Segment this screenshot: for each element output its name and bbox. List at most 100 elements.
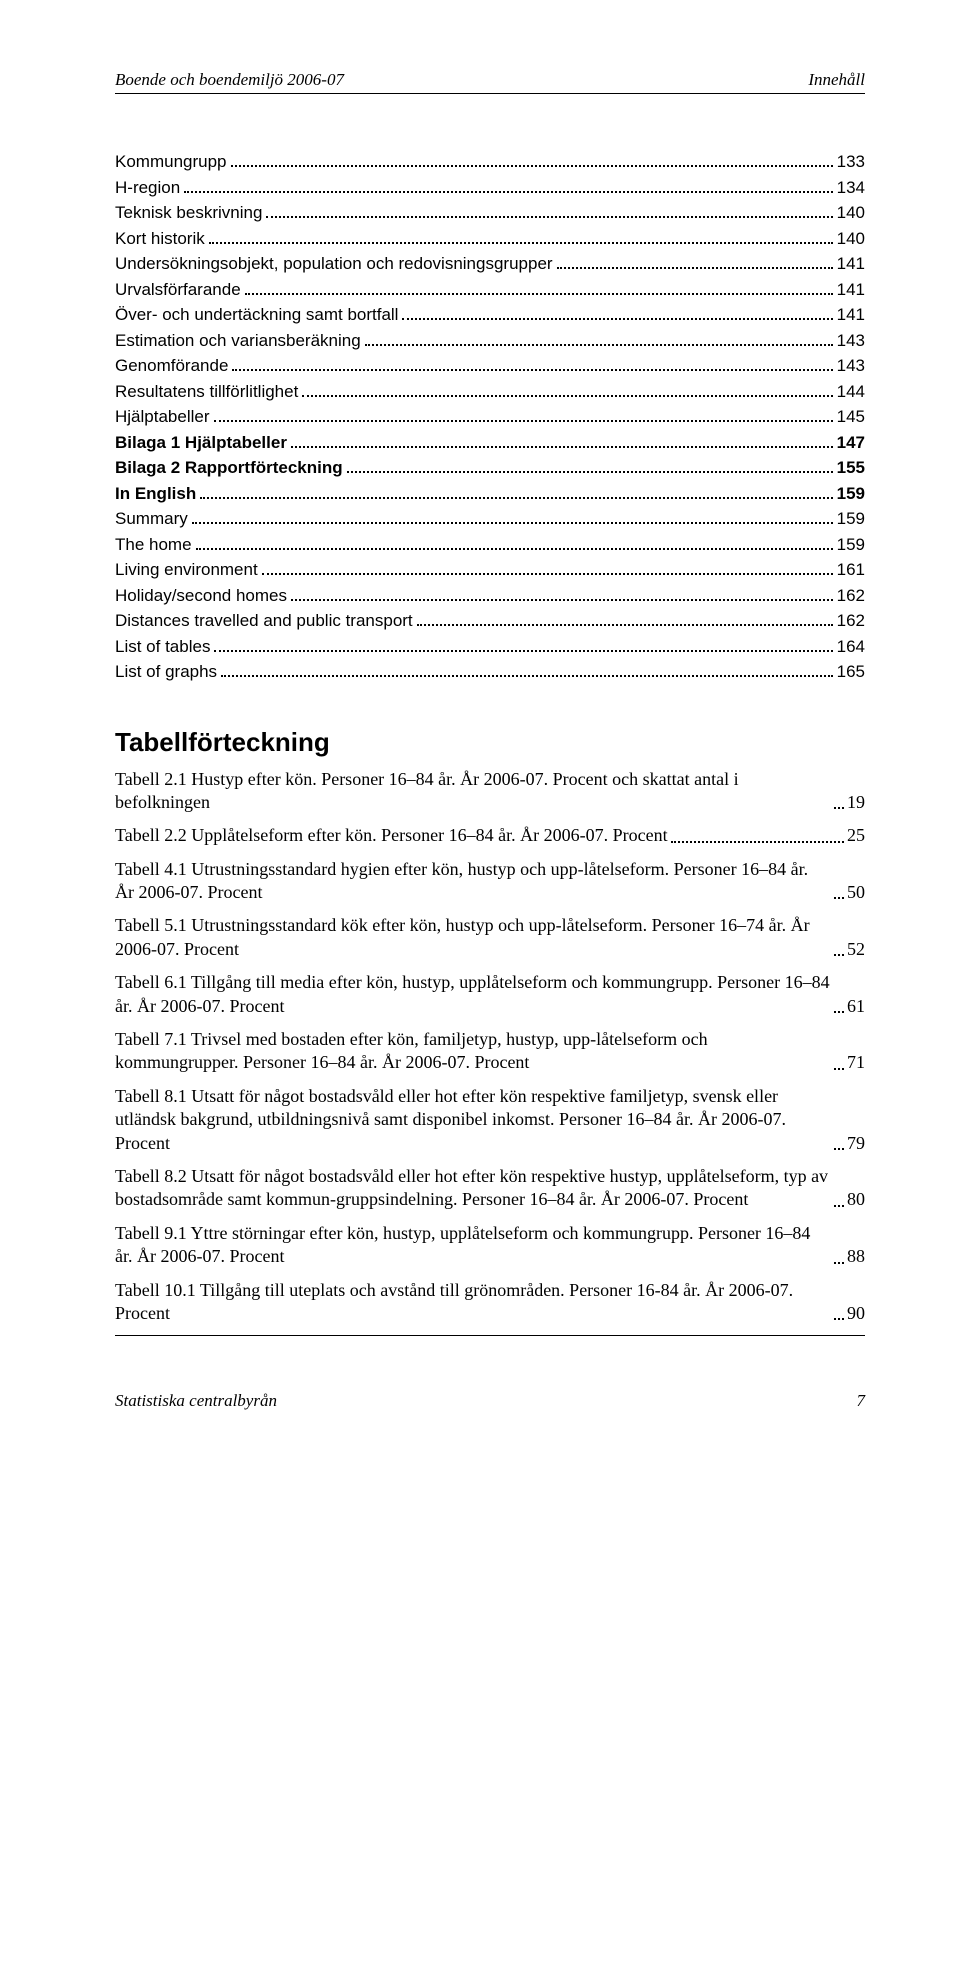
tabell-leader: [834, 1068, 844, 1070]
toc-line: Distances travelled and public transport…: [115, 608, 865, 634]
tabell-label: Tabell 9.1 Yttre störningar efter kön, h…: [115, 1222, 831, 1269]
toc-label: Living environment: [115, 557, 258, 583]
tabell-page: 88: [847, 1245, 865, 1268]
toc-label: List of graphs: [115, 659, 217, 685]
tabell-page: 25: [847, 824, 865, 847]
toc-page: 159: [837, 481, 865, 507]
header-left: Boende och boendemiljö 2006-07: [115, 70, 344, 90]
tabell-label: Tabell 2.2 Upplåtelseform efter kön. Per…: [115, 824, 668, 847]
tabell-line: Tabell 2.1 Hustyp efter kön. Personer 16…: [115, 768, 865, 815]
toc-leader: [232, 369, 832, 371]
toc-page: 140: [837, 200, 865, 226]
toc-leader: [266, 216, 832, 218]
toc-line: H-region134: [115, 175, 865, 201]
tabell-page: 50: [847, 881, 865, 904]
tabell-label: Tabell 8.2 Utsatt för något bostadsvåld …: [115, 1165, 831, 1212]
tabell-line: Tabell 5.1 Utrustningsstandard kök efter…: [115, 914, 865, 961]
page-footer: Statistiska centralbyrån 7: [115, 1391, 865, 1411]
tabell-leader: [834, 897, 844, 899]
tabell-line: Tabell 4.1 Utrustningsstandard hygien ef…: [115, 858, 865, 905]
tabell-label: Tabell 6.1 Tillgång till media efter kön…: [115, 971, 831, 1018]
tabell-line: Tabell 2.2 Upplåtelseform efter kön. Per…: [115, 824, 865, 847]
toc-leader: [262, 573, 833, 575]
toc-line: Genomförande 143: [115, 353, 865, 379]
toc-leader: [291, 599, 833, 601]
toc-line: Living environment161: [115, 557, 865, 583]
toc-line: List of graphs 165: [115, 659, 865, 685]
toc-page: 141: [837, 302, 865, 328]
toc-page: 159: [837, 532, 865, 558]
toc-leader: [221, 675, 833, 677]
tabell-leader: [834, 1011, 844, 1013]
footer-right: 7: [857, 1391, 866, 1411]
toc-label: Undersökningsobjekt, population och redo…: [115, 251, 553, 277]
tabell-line: Tabell 7.1 Trivsel med bostaden efter kö…: [115, 1028, 865, 1075]
toc-page: 143: [837, 353, 865, 379]
toc-page: 134: [837, 175, 865, 201]
toc-page: 164: [837, 634, 865, 660]
page-header: Boende och boendemiljö 2006-07 Innehåll: [115, 70, 865, 90]
tabell-page: 61: [847, 995, 865, 1018]
toc-page: 162: [837, 608, 865, 634]
tabell-label: Tabell 10.1 Tillgång till uteplats och a…: [115, 1279, 831, 1326]
toc-line: Hjälptabeller145: [115, 404, 865, 430]
toc-page: 145: [837, 404, 865, 430]
toc-label: Kommungrupp: [115, 149, 227, 175]
toc-leader: [209, 242, 833, 244]
toc-page: 165: [837, 659, 865, 685]
toc-label: In English: [115, 481, 196, 507]
toc-label: Genomförande: [115, 353, 228, 379]
toc-page: 162: [837, 583, 865, 609]
header-right: Innehåll: [808, 70, 865, 90]
toc-leader: [214, 420, 833, 422]
tabell-leader: [834, 954, 844, 956]
toc-leader: [417, 624, 833, 626]
toc-leader: [192, 522, 833, 524]
toc-line: Kort historik140: [115, 226, 865, 252]
toc-label: Bilaga 2 Rapportförteckning: [115, 455, 343, 481]
toc-section: Kommungrupp133H-region134Teknisk beskriv…: [115, 149, 865, 685]
toc-label: Resultatens tillförlitlighet: [115, 379, 298, 405]
toc-page: 147: [837, 430, 865, 456]
toc-line: The home 159: [115, 532, 865, 558]
toc-label: Teknisk beskrivning: [115, 200, 262, 226]
toc-line: Bilaga 2 Rapportförteckning155: [115, 455, 865, 481]
tabell-label: Tabell 8.1 Utsatt för något bostadsvåld …: [115, 1085, 831, 1155]
toc-label: The home: [115, 532, 192, 558]
toc-label: Holiday/second homes: [115, 583, 287, 609]
toc-label: List of tables: [115, 634, 210, 660]
tabell-line: Tabell 8.1 Utsatt för något bostadsvåld …: [115, 1085, 865, 1155]
tabell-label: Tabell 7.1 Trivsel med bostaden efter kö…: [115, 1028, 831, 1075]
tabell-page: 71: [847, 1051, 865, 1074]
toc-line: Summary159: [115, 506, 865, 532]
tabell-label: Tabell 2.1 Hustyp efter kön. Personer 16…: [115, 768, 831, 815]
toc-line: Undersökningsobjekt, population och redo…: [115, 251, 865, 277]
tabell-page: 90: [847, 1302, 865, 1325]
toc-line: Estimation och variansberäkning143: [115, 328, 865, 354]
toc-page: 143: [837, 328, 865, 354]
tabell-line: Tabell 8.2 Utsatt för något bostadsvåld …: [115, 1165, 865, 1212]
toc-label: Över- och undertäckning samt bortfall: [115, 302, 398, 328]
toc-leader: [200, 497, 832, 499]
toc-label: Urvalsförfarande: [115, 277, 241, 303]
tabell-leader: [671, 841, 844, 843]
toc-line: List of tables 164: [115, 634, 865, 660]
toc-page: 141: [837, 251, 865, 277]
toc-line: Kommungrupp133: [115, 149, 865, 175]
toc-leader: [184, 191, 832, 193]
tabell-leader: [834, 1262, 844, 1264]
toc-leader: [402, 318, 832, 320]
toc-label: Bilaga 1 Hjälptabeller: [115, 430, 287, 456]
toc-page: 141: [837, 277, 865, 303]
tabell-leader: [834, 1205, 844, 1207]
toc-leader: [302, 395, 832, 397]
tabell-section: Tabell 2.1 Hustyp efter kön. Personer 16…: [115, 768, 865, 1326]
toc-page: 144: [837, 379, 865, 405]
toc-leader: [557, 267, 833, 269]
toc-page: 159: [837, 506, 865, 532]
toc-label: Distances travelled and public transport: [115, 608, 413, 634]
tabell-label: Tabell 4.1 Utrustningsstandard hygien ef…: [115, 858, 831, 905]
tabell-heading: Tabellförteckning: [115, 727, 865, 758]
toc-line: Resultatens tillförlitlighet 144: [115, 379, 865, 405]
tabell-line: Tabell 10.1 Tillgång till uteplats och a…: [115, 1279, 865, 1326]
